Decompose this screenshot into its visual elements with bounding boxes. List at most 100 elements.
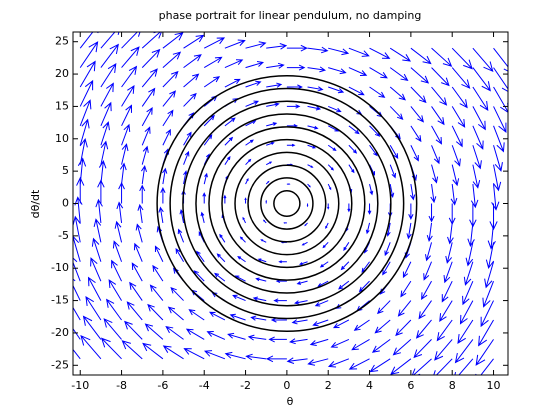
field-arrow — [100, 82, 114, 107]
field-arrow — [73, 278, 81, 301]
field-arrow — [475, 358, 494, 375]
field-arrow — [431, 67, 450, 87]
field-arrow — [430, 184, 437, 204]
field-arrow — [141, 32, 162, 49]
x-tick-label: -2 — [240, 379, 251, 392]
field-arrow — [255, 277, 267, 282]
field-arrow — [80, 334, 102, 360]
field-arrow — [434, 339, 453, 361]
field-arrow — [441, 280, 453, 303]
field-arrow — [268, 336, 287, 343]
field-arrow — [79, 60, 96, 88]
field-arrow — [224, 39, 246, 49]
field-arrow — [100, 101, 112, 127]
field-arrow — [371, 339, 391, 353]
orbit — [195, 113, 379, 294]
orbit — [260, 177, 314, 230]
field-arrow — [472, 67, 491, 92]
field-arrow — [141, 126, 151, 146]
field-arrow — [162, 70, 179, 88]
field-arrow — [162, 109, 174, 127]
x-tick-label: 6 — [407, 379, 414, 392]
field-arrow — [347, 203, 351, 213]
field-arrow — [242, 216, 247, 224]
field-arrow — [121, 123, 131, 146]
field-arrow — [436, 319, 453, 342]
field-arrow — [286, 143, 296, 147]
field-arrow — [389, 106, 404, 121]
field-arrow — [266, 62, 285, 69]
y-tick-label: 20 — [55, 67, 69, 80]
x-tick-label: 2 — [325, 379, 332, 392]
field-arrow — [408, 203, 414, 220]
field-arrow — [351, 338, 370, 351]
field-arrow — [431, 125, 443, 145]
field-arrow — [390, 358, 412, 375]
field-arrow — [119, 162, 127, 185]
field-arrow — [367, 203, 372, 215]
field-arrow — [121, 104, 132, 127]
field-arrow — [369, 358, 391, 373]
field-arrow — [165, 325, 184, 340]
field-arrow — [188, 309, 205, 321]
field-arrow — [426, 222, 433, 242]
field-arrow — [389, 47, 412, 62]
plot-content — [73, 32, 508, 375]
x-axis-label: θ — [287, 395, 294, 408]
field-arrow — [73, 348, 81, 360]
field-arrow — [478, 319, 494, 347]
field-arrow — [100, 32, 120, 49]
field-arrow — [392, 339, 412, 356]
field-arrow — [129, 281, 143, 301]
field-arrow — [245, 177, 249, 185]
field-arrow — [327, 183, 332, 191]
field-arrow — [266, 82, 283, 88]
field-arrow — [348, 47, 370, 57]
field-arrow — [348, 67, 368, 76]
field-arrow — [489, 203, 498, 231]
field-arrow — [472, 125, 484, 150]
field-arrow — [245, 61, 265, 69]
y-tick-label: -20 — [51, 326, 69, 339]
field-arrow — [421, 280, 432, 301]
field-arrow — [260, 239, 267, 243]
field-arrow — [133, 242, 143, 262]
field-arrow — [307, 46, 329, 54]
field-arrow — [266, 141, 275, 146]
y-tick-label: -5 — [58, 229, 69, 242]
field-arrow — [247, 334, 267, 341]
field-arrow — [158, 206, 164, 223]
x-tick-label: 0 — [283, 379, 290, 392]
field-arrow — [402, 261, 412, 279]
field-arrow — [493, 125, 505, 153]
field-arrow — [482, 280, 495, 308]
field-arrow — [106, 298, 122, 321]
field-arrow — [257, 258, 267, 263]
field-arrow — [73, 215, 81, 243]
field-arrow — [327, 358, 350, 368]
field-arrow — [87, 276, 102, 301]
field-arrow — [167, 306, 184, 321]
field-arrow — [283, 222, 287, 224]
field-arrow — [229, 313, 246, 321]
field-arrow — [149, 284, 164, 301]
x-tick-label: -10 — [71, 379, 89, 392]
field-arrow — [162, 345, 184, 360]
field-arrow — [369, 67, 388, 79]
field-arrow — [224, 156, 231, 165]
field-arrow — [124, 320, 143, 340]
field-arrow — [296, 280, 308, 285]
field-arrow — [327, 144, 337, 152]
field-arrow — [492, 164, 502, 192]
field-arrow — [200, 211, 205, 224]
field-arrow — [451, 86, 468, 109]
field-arrow — [286, 104, 301, 109]
field-arrow — [73, 298, 81, 321]
field-arrow — [139, 184, 146, 204]
field-arrow — [224, 78, 241, 88]
field-arrow — [90, 257, 102, 282]
field-arrow — [454, 339, 474, 364]
field-arrow — [472, 106, 486, 131]
field-arrow — [121, 143, 129, 165]
field-arrow — [423, 261, 433, 281]
